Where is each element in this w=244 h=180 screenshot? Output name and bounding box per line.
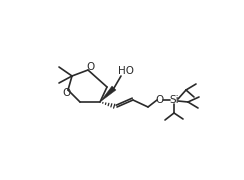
Polygon shape	[100, 86, 116, 102]
Text: Si: Si	[169, 95, 179, 105]
Text: O: O	[156, 95, 164, 105]
Text: O: O	[62, 88, 70, 98]
Text: O: O	[86, 62, 94, 72]
Text: HO: HO	[118, 66, 134, 76]
